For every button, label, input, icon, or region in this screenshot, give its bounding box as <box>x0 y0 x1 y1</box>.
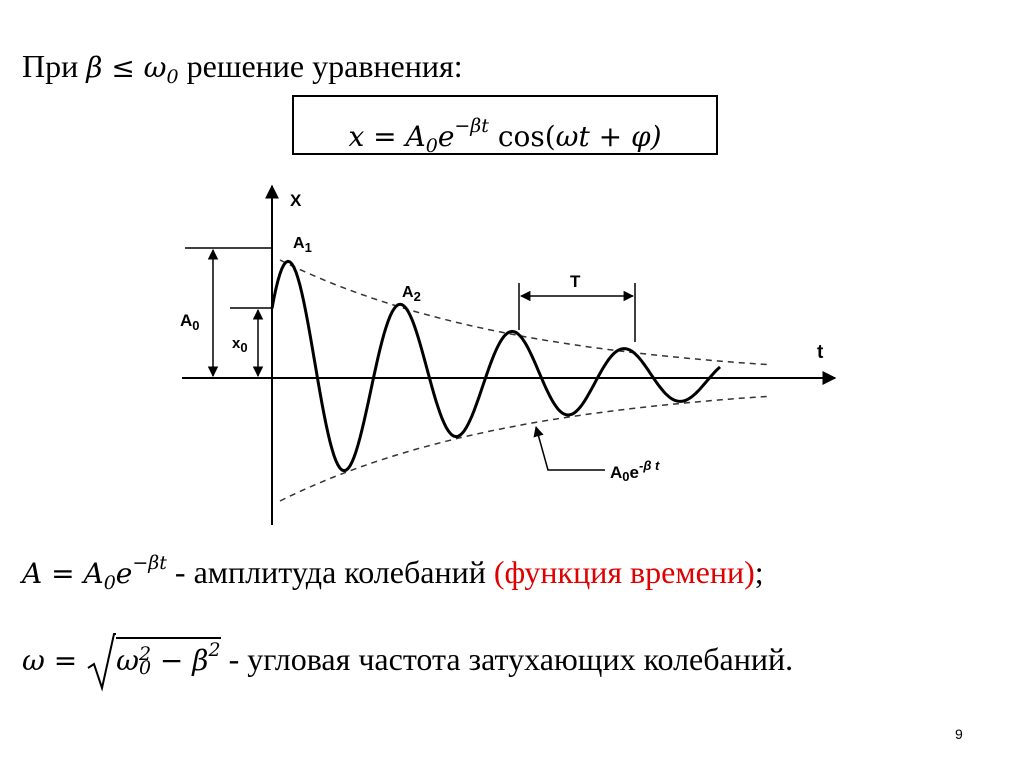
intro-line: При β ≤ ω0 решение уравнения: <box>22 48 463 88</box>
a2-label: A2 <box>402 284 421 304</box>
formula-superscript: 2 <box>208 639 221 661</box>
text-part: e <box>630 463 639 482</box>
y-axis-label: X <box>290 191 302 210</box>
punctuation: ; <box>754 554 764 590</box>
a0-label: A0 <box>180 311 200 333</box>
text-part: 2 <box>138 643 152 665</box>
text-part: x <box>232 335 241 352</box>
text-part: 2 <box>414 289 421 304</box>
x-axis-label: t <box>817 342 824 363</box>
sqrt-sign <box>87 633 117 692</box>
equation-box: x = A0e−βt cos(ωt + φ) <box>292 95 718 157</box>
equation-subscript: 0 <box>425 135 438 157</box>
text-part: A <box>402 284 414 301</box>
equation-part: cos( <box>488 120 556 153</box>
envelope-label: A0e-β t <box>610 458 660 484</box>
a1-label: A1 <box>293 235 312 255</box>
equation-part: x = A <box>348 120 426 153</box>
page-number: 9 <box>955 726 963 742</box>
formula-part: ω <box>116 644 139 677</box>
text-part: A <box>610 463 622 482</box>
intro-subscript: 0 <box>166 66 179 88</box>
intro-text: При <box>22 48 87 84</box>
text-part: 0 <box>192 318 199 333</box>
intro-math: β ≤ ω <box>86 51 167 84</box>
text-part: 0 <box>622 469 629 484</box>
formula-part: A = A <box>22 557 104 590</box>
formula-part: − β <box>151 644 209 677</box>
equation-part: e <box>437 120 455 153</box>
formula-part: e <box>115 557 133 590</box>
envelope-pointer <box>533 425 605 471</box>
period-label: T <box>570 272 581 291</box>
text-part: 1 <box>305 240 312 255</box>
equation-part: ωt + φ) <box>555 120 662 153</box>
description: - угловая частота затухающих колебаний. <box>220 641 794 677</box>
formula-subscript: 0 <box>103 572 116 594</box>
text-part: A <box>293 235 305 252</box>
upper-envelope <box>279 259 771 366</box>
equation-superscript: −βt <box>454 115 489 137</box>
text-part: 0 <box>138 657 152 679</box>
text-part: 0 <box>240 340 247 355</box>
intro-text: решение уравнения: <box>178 48 463 84</box>
x0-label: x0 <box>232 335 248 355</box>
formula-part: ω = <box>22 644 87 677</box>
description: - амплитуда колебаний <box>166 554 494 590</box>
lower-envelope <box>279 395 771 502</box>
amplitude-line: A = A0e−βt - амплитуда колебаний (функци… <box>22 552 764 594</box>
text-part: A <box>180 311 192 330</box>
text-part: -β t <box>639 458 660 473</box>
formula-superscript: −βt <box>132 552 167 574</box>
oscillation-curve <box>270 259 722 473</box>
description-highlight: (функция времени) <box>493 554 755 590</box>
